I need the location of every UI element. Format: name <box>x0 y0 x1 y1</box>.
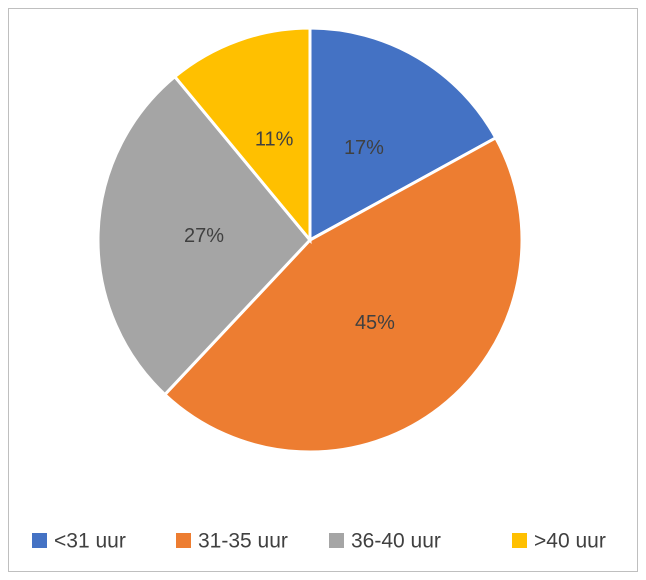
data-label: 27% <box>184 225 224 247</box>
pie: 17% 45% 27% 11% <box>96 26 524 454</box>
legend-swatch <box>176 533 191 548</box>
pie-slice <box>162 135 524 454</box>
legend-label: >40 uur <box>534 530 606 553</box>
legend-label: 36-40 uur <box>351 530 441 553</box>
legend-swatch <box>32 533 47 548</box>
legend: <31 uur 31-35 uur 36-40 uur >40 uur <box>32 530 606 553</box>
legend-swatch <box>329 533 344 548</box>
legend-swatch <box>512 533 527 548</box>
legend-label: 31-35 uur <box>198 530 288 553</box>
data-label: 45% <box>355 312 395 334</box>
data-label: 17% <box>344 137 384 159</box>
pie-slice <box>172 26 312 245</box>
pie-slice <box>308 26 498 243</box>
data-label: 11% <box>255 129 294 151</box>
pie-slice <box>96 74 312 397</box>
legend-label: <31 uur <box>54 530 126 553</box>
